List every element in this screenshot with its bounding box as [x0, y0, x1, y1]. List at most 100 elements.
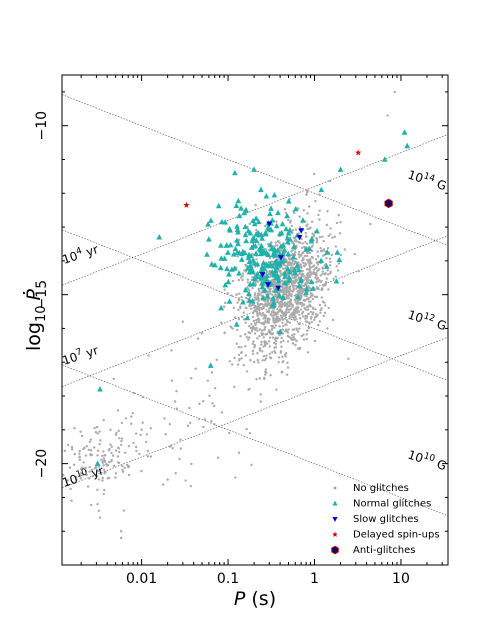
no-glitches-point: [292, 308, 296, 312]
no-glitches-point: [260, 340, 263, 344]
no-glitches-point: [321, 235, 324, 238]
no-glitches-point: [96, 470, 100, 473]
no-glitches-point: [311, 265, 314, 268]
normal-glitches-point: [276, 230, 283, 237]
normal-glitches-point: [236, 270, 242, 276]
no-glitches-point: [325, 256, 328, 260]
no-glitches-point: [249, 359, 252, 362]
no-glitches-point: [127, 464, 130, 468]
no-glitches-point: [94, 431, 98, 434]
no-glitches-point: [304, 263, 308, 266]
no-glitches-point: [293, 277, 296, 280]
no-glitches-point: [196, 337, 200, 340]
no-glitches-point: [297, 301, 300, 305]
no-glitches-point: [277, 356, 281, 359]
no-glitches-point: [201, 399, 205, 403]
no-glitches-point: [254, 308, 257, 312]
no-glitches-point: [329, 227, 332, 230]
normal-glitches-point: [247, 280, 254, 287]
no-glitches-point: [305, 224, 308, 228]
no-glitches-point: [284, 323, 287, 326]
no-glitches-point: [343, 248, 347, 251]
no-glitches-point: [316, 250, 319, 253]
no-glitches-point: [265, 270, 269, 274]
no-glitches-point: [66, 479, 69, 482]
no-glitches-point: [190, 377, 193, 380]
no-glitches-point: [213, 423, 216, 426]
no-glitches-point: [322, 249, 325, 252]
no-glitches-point: [317, 288, 320, 291]
no-glitches-point: [306, 276, 310, 280]
legend-label: Anti-glitches: [353, 545, 416, 556]
no-glitches-point: [215, 358, 218, 361]
no-glitches-point: [277, 319, 280, 323]
no-glitches-point: [240, 346, 243, 349]
normal-glitches-point: [226, 298, 233, 304]
data-points: [62, 90, 411, 540]
delayed-spin-ups-point: [354, 149, 362, 156]
anti-glitches-series: [384, 198, 393, 209]
no-glitches-point: [101, 476, 104, 480]
normal-glitches-point: [241, 249, 248, 256]
no-glitches-point: [261, 321, 265, 325]
no-glitches-point: [241, 274, 244, 278]
no-glitches-point: [309, 296, 312, 299]
no-glitches-point: [269, 374, 272, 377]
normal-glitches-point: [268, 205, 274, 211]
no-glitches-point: [286, 366, 290, 369]
normal-glitches-point: [208, 217, 214, 223]
no-glitches-point: [301, 261, 305, 264]
normal-glitches-point: [218, 304, 225, 311]
no-glitches-point: [326, 210, 329, 213]
no-glitches-point: [248, 336, 251, 339]
no-glitches-point: [121, 470, 125, 474]
no-glitches-point: [210, 420, 213, 423]
normal-glitches-point: [286, 277, 292, 283]
no-glitches-point: [286, 331, 290, 334]
no-glitches-point: [228, 431, 231, 435]
no-glitches-point: [93, 467, 96, 470]
no-glitches-point: [264, 373, 267, 376]
no-glitches-point: [124, 417, 128, 420]
normal-glitches-point: [333, 278, 340, 284]
normal-glitches-point: [404, 142, 411, 149]
no-glitches-point: [123, 466, 126, 470]
legend-marker: [332, 516, 338, 522]
b-field-line: [62, 229, 448, 381]
age-label: 104 yr: [60, 241, 100, 267]
no-glitches-point: [78, 452, 81, 455]
normal-glitches-point: [254, 270, 261, 277]
normal-glitches-point: [309, 235, 315, 242]
no-glitches-point: [347, 357, 350, 360]
no-glitches-point: [264, 333, 267, 336]
no-glitches-point: [301, 310, 305, 314]
no-glitches-point: [264, 272, 267, 275]
normal-glitches-point: [278, 259, 285, 265]
no-glitches-point: [321, 270, 324, 273]
no-glitches-point: [246, 281, 250, 284]
no-glitches-point: [305, 193, 308, 196]
no-glitches-point: [293, 318, 296, 321]
no-glitches-point: [140, 469, 143, 473]
normal-glitches-point: [97, 386, 103, 392]
no-glitches-point: [280, 301, 284, 304]
no-glitches-point: [99, 439, 102, 442]
no-glitches-point: [306, 258, 309, 262]
no-glitches-point: [288, 315, 291, 318]
no-glitches-point: [263, 341, 266, 344]
no-glitches-point: [305, 337, 309, 341]
slow-glitches-point: [265, 282, 271, 288]
no-glitches-point: [298, 327, 301, 330]
legend-marker: [332, 500, 338, 506]
no-glitches-point: [255, 321, 259, 324]
no-glitches-point: [278, 317, 281, 320]
no-glitches-point: [141, 421, 144, 424]
normal-glitches-point: [270, 295, 277, 301]
no-glitches-point: [310, 320, 313, 324]
no-glitches-point: [298, 347, 301, 351]
no-glitches-point: [261, 350, 264, 353]
no-glitches-point: [271, 336, 275, 339]
no-glitches-point: [263, 328, 267, 331]
no-glitches-point: [369, 222, 372, 226]
no-glitches-point: [290, 261, 293, 265]
